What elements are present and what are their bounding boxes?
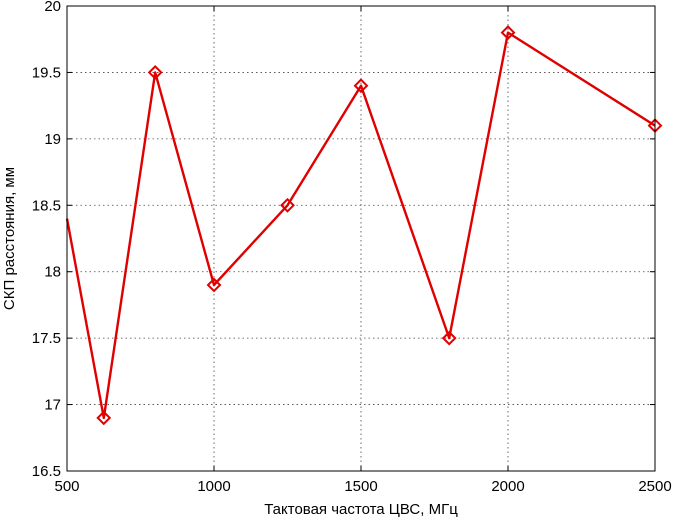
y-tick-label: 17.5 xyxy=(32,330,61,347)
data-point-marker xyxy=(441,330,457,346)
data-point-marker xyxy=(500,25,516,40)
data-point-marker xyxy=(147,65,163,80)
y-tick-label: 20 xyxy=(44,0,61,15)
plot-frame xyxy=(66,5,656,472)
axes-frame xyxy=(66,5,656,472)
series-layer xyxy=(65,25,663,426)
x-tick-label: 2000 xyxy=(491,478,524,495)
grid-layer xyxy=(67,6,655,471)
data-point-marker xyxy=(353,78,369,94)
y-tick-label: 19.5 xyxy=(32,64,61,81)
x-tick-label: 1500 xyxy=(344,478,377,495)
data-point-marker xyxy=(96,410,112,426)
x-axis-label: Тактовая частота ЦВС, МГц xyxy=(264,501,458,518)
y-axis-label: СКП расстояния, мм xyxy=(1,167,18,310)
x-tick-label: 1000 xyxy=(197,478,230,495)
series-line xyxy=(65,31,656,420)
x-tick-label: 500 xyxy=(54,478,79,495)
data-point-marker xyxy=(206,277,222,293)
y-tick-label: 16.5 xyxy=(32,463,61,480)
x-tick-label: 2500 xyxy=(638,478,671,495)
y-tick-label: 18.5 xyxy=(32,197,61,214)
y-tick-label: 19 xyxy=(44,131,61,148)
tick-labels: 500 1000 1500 2000 2500 16.5 17 17.5 18 18.5 19 19.… xyxy=(32,0,672,495)
data-point-marker xyxy=(280,197,295,213)
y-tick-label: 17 xyxy=(44,397,61,414)
y-tick-label: 18 xyxy=(44,264,61,281)
